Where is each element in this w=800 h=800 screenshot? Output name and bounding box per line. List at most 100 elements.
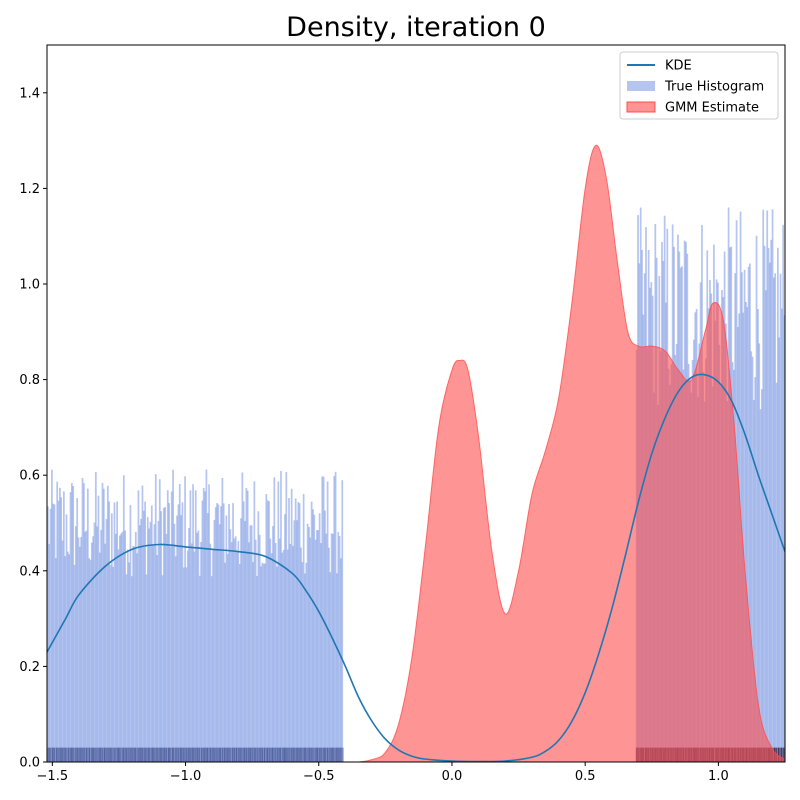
histogram-bar xyxy=(84,531,87,762)
histogram-bar xyxy=(332,533,334,762)
histogram-bar xyxy=(169,546,172,762)
histogram-bar xyxy=(317,530,320,762)
histogram-bar xyxy=(132,545,134,762)
histogram-bar xyxy=(208,484,210,762)
histogram-bar xyxy=(104,543,107,762)
histogram-bar xyxy=(296,520,298,762)
histogram-bar xyxy=(234,536,237,762)
histogram-bar xyxy=(340,558,342,762)
histogram-bar xyxy=(309,537,312,762)
histogram-bar xyxy=(282,549,285,762)
histogram-bar xyxy=(65,514,68,762)
histogram-bar xyxy=(93,522,96,762)
histogram-bar xyxy=(180,515,182,762)
histogram-bar xyxy=(777,247,779,762)
histogram-bar xyxy=(157,520,160,762)
histogram-bar xyxy=(148,528,150,762)
histogram-bar xyxy=(286,549,289,762)
histogram-bar xyxy=(190,543,193,762)
y-tick-label: 1.4 xyxy=(19,86,40,101)
histogram-bar xyxy=(236,550,238,762)
histogram-bar xyxy=(86,488,89,762)
histogram-bar xyxy=(337,532,340,762)
histogram-bar xyxy=(778,337,781,762)
histogram-bar xyxy=(170,491,173,762)
y-tick-label: 0.0 xyxy=(19,756,40,771)
histogram-bar xyxy=(214,507,217,762)
histogram-bar xyxy=(126,549,129,762)
histogram-bar xyxy=(161,575,164,762)
histogram-bar xyxy=(70,483,73,762)
histogram-bar xyxy=(341,480,344,762)
histogram-bar xyxy=(92,536,95,762)
histogram-bar xyxy=(140,518,142,762)
legend-swatch-histogram xyxy=(627,81,655,91)
histogram-bar xyxy=(762,209,765,762)
histogram-bar xyxy=(130,576,133,762)
histogram-bar xyxy=(197,530,200,762)
histogram-bar xyxy=(274,543,277,762)
histogram-bar xyxy=(277,481,280,762)
histogram-bar xyxy=(324,510,326,762)
histogram-bar xyxy=(779,273,782,762)
legend-swatch-gmm xyxy=(626,101,656,113)
histogram-bar xyxy=(193,551,196,762)
histogram-bar xyxy=(85,530,88,762)
histogram-bar xyxy=(96,526,99,762)
histogram-bar xyxy=(301,562,304,762)
histogram-bar xyxy=(759,409,762,762)
histogram-bar xyxy=(774,273,777,762)
histogram-bar xyxy=(121,531,124,762)
histogram-bar xyxy=(116,501,118,762)
histogram-bar xyxy=(200,542,202,762)
x-tick-label: −1.5 xyxy=(37,769,69,784)
histogram-bar xyxy=(158,479,161,762)
kde-line xyxy=(47,373,785,762)
histogram-bar xyxy=(246,490,249,762)
histogram-bar xyxy=(210,576,213,762)
histogram-bar xyxy=(141,485,144,762)
legend-label: True Histogram xyxy=(664,80,764,95)
histogram-bar xyxy=(184,476,186,762)
histogram-bar xyxy=(66,551,69,762)
histogram-bar xyxy=(164,506,166,762)
histogram-bar xyxy=(765,290,767,762)
histogram-bar xyxy=(186,550,189,762)
histogram-bar xyxy=(265,493,268,762)
y-tick-label: 0.6 xyxy=(19,469,40,484)
histogram-bar xyxy=(173,523,176,762)
histogram-bar xyxy=(250,525,253,762)
legend-label: KDE xyxy=(665,59,692,74)
histogram-bar xyxy=(204,491,206,762)
histogram-bar xyxy=(312,509,314,762)
histogram-bar xyxy=(769,262,771,762)
histogram-bar xyxy=(293,520,296,762)
histogram-bar xyxy=(160,511,162,762)
histogram-bar xyxy=(62,491,65,762)
histogram-bar xyxy=(82,483,85,762)
histogram-bar xyxy=(285,472,288,762)
histogram-bar xyxy=(150,505,153,762)
histogram-bar xyxy=(120,533,122,762)
histogram-bar xyxy=(53,504,56,762)
histogram-bar xyxy=(754,377,757,762)
histogram-bar xyxy=(78,546,81,762)
legend-entry: True Histogram xyxy=(627,80,764,95)
histogram-bar xyxy=(310,501,313,762)
histogram-bar xyxy=(122,475,125,762)
histogram-bar xyxy=(262,563,265,762)
histogram-bar xyxy=(316,530,318,762)
histogram-bar xyxy=(172,469,174,762)
histogram-bar xyxy=(281,552,284,762)
histogram-bar xyxy=(206,513,209,762)
histogram-bar xyxy=(292,545,294,762)
histogram-bar xyxy=(133,546,136,762)
histogram-bar xyxy=(98,552,101,762)
histogram-bar xyxy=(755,235,758,762)
histogram-bar xyxy=(81,477,84,762)
legend-entry: KDE xyxy=(627,59,692,74)
histogram-bar xyxy=(325,533,328,762)
histogram-bar xyxy=(136,553,138,762)
histogram-bar xyxy=(97,495,100,762)
